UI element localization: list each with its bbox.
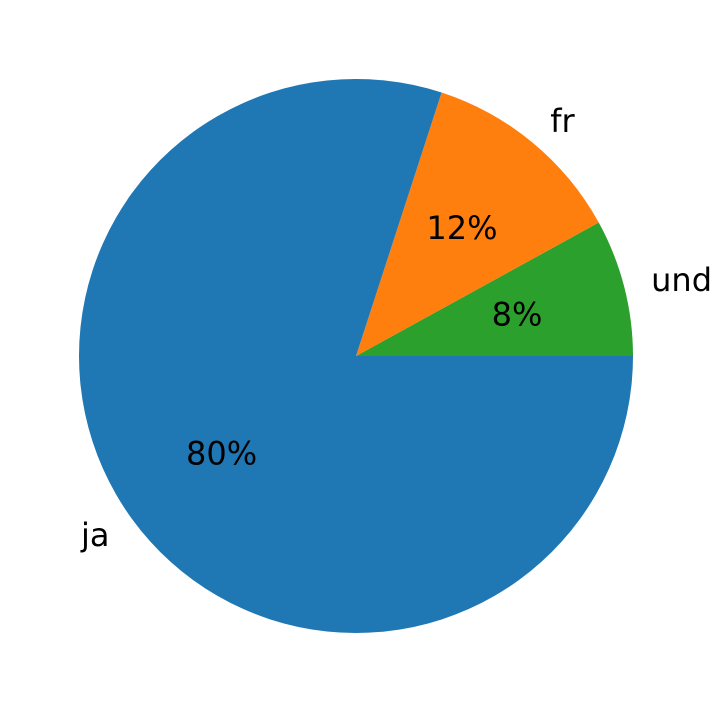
pie-labels: und 8% fr 12% ja 80%	[80, 102, 712, 554]
slice-percent-ja: 80%	[186, 435, 257, 473]
slice-percent-und: 8%	[492, 296, 543, 334]
slice-label-ja: ja	[80, 516, 110, 554]
pie-slice-und	[356, 222, 633, 356]
slice-label-und: und	[651, 261, 712, 299]
slice-label-fr: fr	[550, 102, 575, 140]
pie-slice-ja	[78, 78, 634, 633]
pie-slices	[78, 78, 634, 633]
pie-slice-fr	[356, 92, 599, 356]
slice-percent-fr: 12%	[426, 209, 497, 247]
